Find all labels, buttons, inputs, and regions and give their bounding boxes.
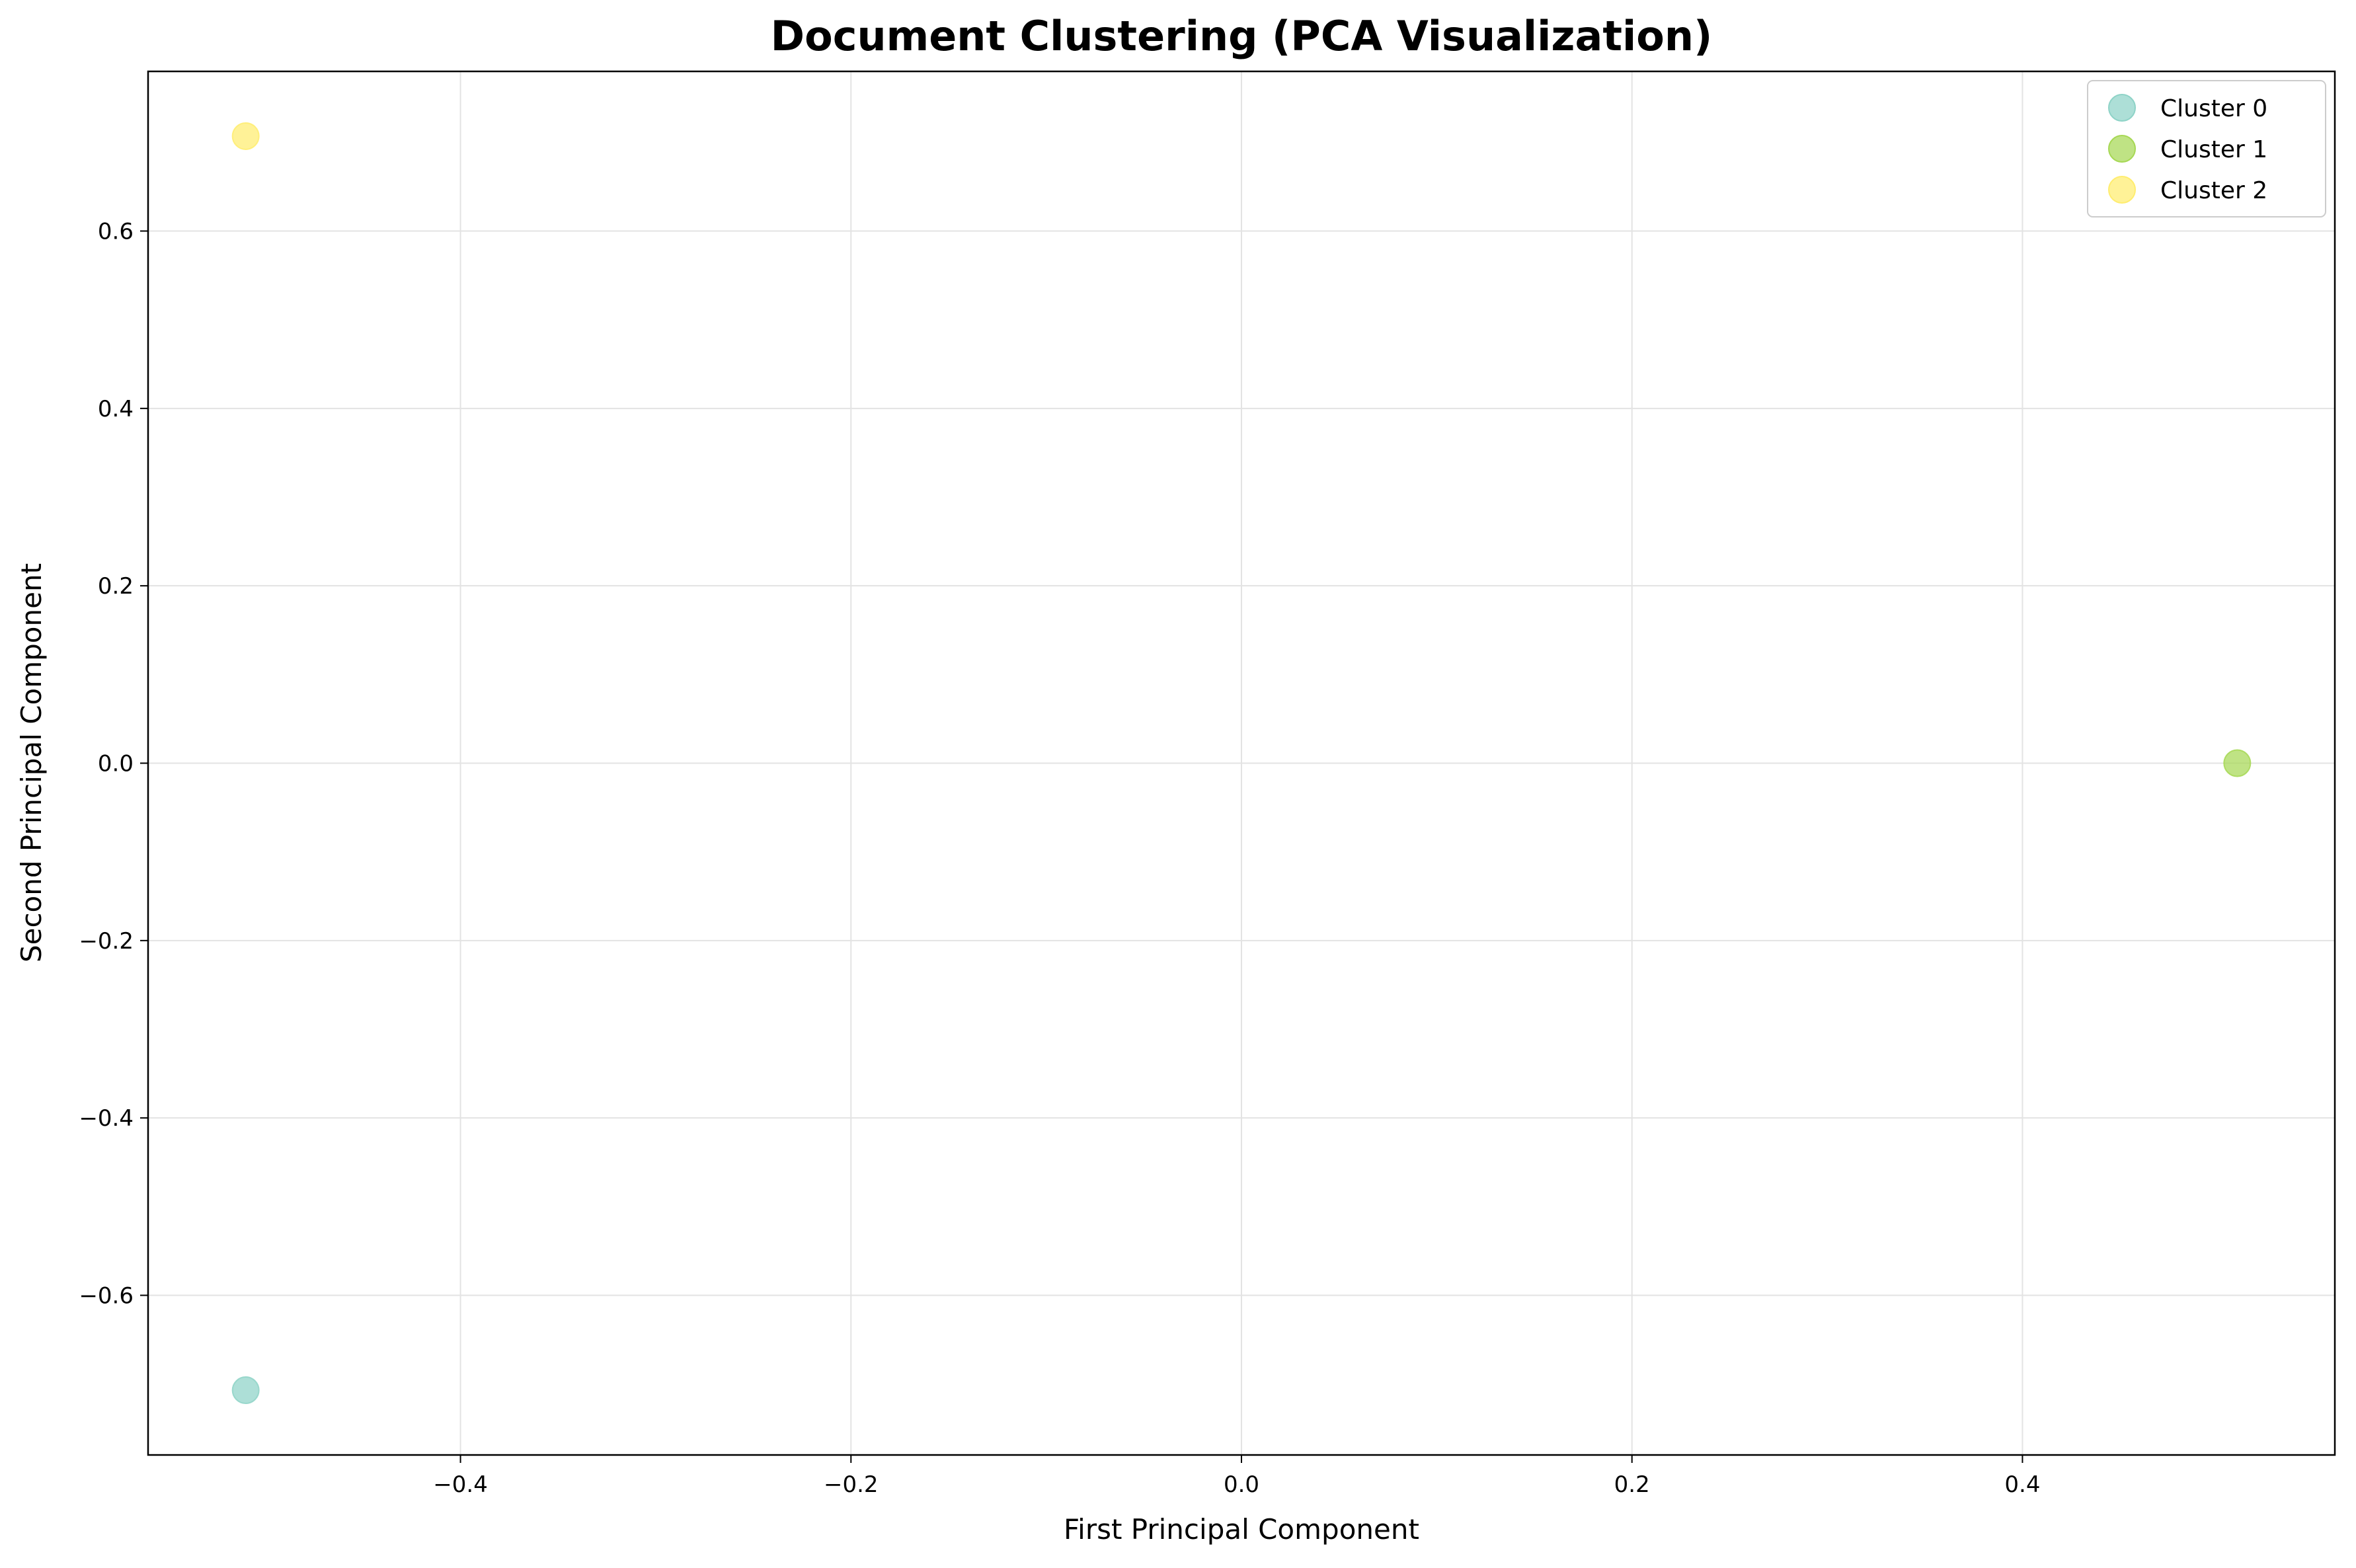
data-points bbox=[231, 122, 2252, 1405]
x-tick-label: 0.0 bbox=[1224, 1471, 1259, 1498]
cluster-0-point bbox=[231, 1376, 260, 1405]
y-tick-label: −0.2 bbox=[79, 928, 134, 955]
y-tick-label: −0.4 bbox=[79, 1105, 134, 1132]
y-tick-label: 0.2 bbox=[98, 573, 134, 600]
legend-label-cluster-1: Cluster 1 bbox=[2160, 136, 2267, 163]
y-tick-label: 0.0 bbox=[98, 751, 134, 777]
x-axis-title: First Principal Component bbox=[1064, 1513, 1419, 1546]
legend-marker-cluster-1 bbox=[2108, 135, 2136, 163]
y-axis-title: Second Principal Component bbox=[15, 563, 48, 962]
x-tick-label: −0.2 bbox=[824, 1471, 879, 1498]
y-tick-label: −0.6 bbox=[79, 1283, 134, 1310]
y-tick-label: 0.4 bbox=[98, 396, 134, 422]
cluster-2-point bbox=[231, 122, 260, 150]
grid-lines bbox=[148, 71, 2335, 1455]
legend-marker-cluster-0 bbox=[2108, 94, 2136, 122]
x-tick-label: −0.4 bbox=[433, 1471, 488, 1498]
legend-label-cluster-2: Cluster 2 bbox=[2160, 177, 2267, 204]
y-tick-label: 0.6 bbox=[98, 219, 134, 245]
chart-title: Document Clustering (PCA Visualization) bbox=[771, 12, 1713, 60]
legend-marker-cluster-2 bbox=[2108, 176, 2136, 204]
x-tick-label: 0.2 bbox=[1614, 1471, 1650, 1498]
legend: Cluster 0 Cluster 1 Cluster 2 bbox=[2087, 80, 2326, 217]
legend-label-cluster-0: Cluster 0 bbox=[2160, 95, 2267, 122]
axis-ticks: −0.4 −0.2 0.0 0.2 0.4 −0.6 −0.4 −0.2 0.0 0.2 0.4 0.… bbox=[79, 219, 2040, 1499]
cluster-1-point bbox=[2223, 749, 2252, 777]
legend-box bbox=[2087, 80, 2326, 217]
x-tick-label: 0.4 bbox=[2004, 1471, 2040, 1498]
